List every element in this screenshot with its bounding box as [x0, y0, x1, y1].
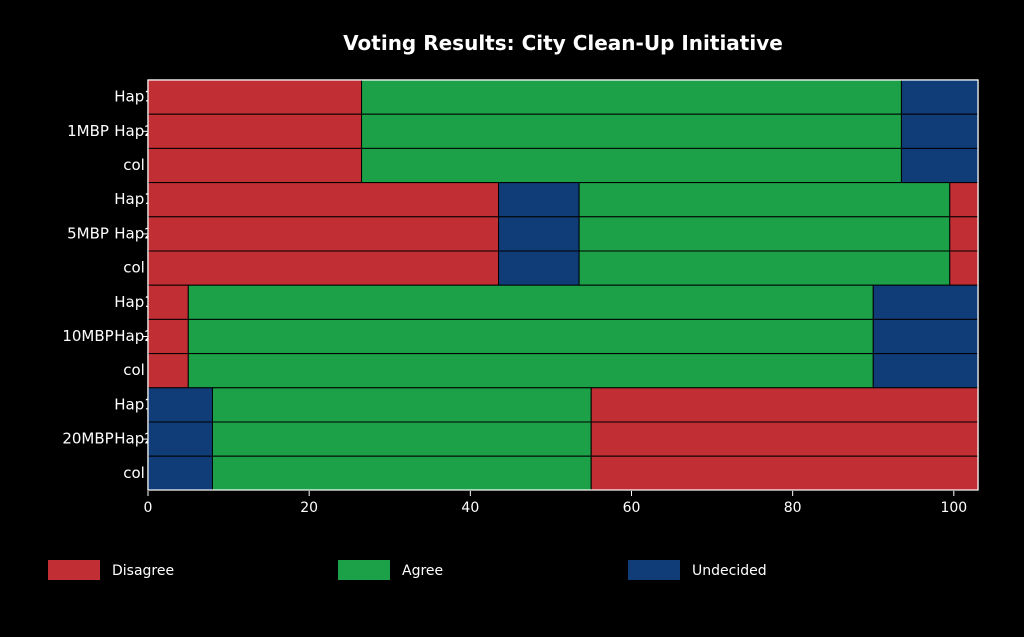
- bar-segment: [148, 114, 362, 148]
- voting-results-chart: Voting Results: City Clean-Up Initiative…: [0, 0, 1024, 637]
- bar-segment: [212, 388, 591, 422]
- x-tick-label: 20: [300, 500, 318, 516]
- y-tick-label-group: 10MBP: [62, 327, 113, 345]
- bar-segment: [591, 388, 978, 422]
- chart-title: Voting Results: City Clean-Up Initiative: [343, 31, 783, 55]
- bar-segment: [950, 217, 978, 251]
- bar-segment: [362, 80, 902, 114]
- bar-segment: [148, 183, 499, 217]
- bar-segment: [873, 354, 978, 388]
- bar-segment: [901, 80, 978, 114]
- bar-segment: [148, 319, 188, 353]
- bar-segment: [950, 251, 978, 285]
- bar-segment: [579, 251, 950, 285]
- bar-segment: [950, 183, 978, 217]
- y-tick-label-group: 20MBP: [62, 430, 113, 448]
- legend-label: Agree: [402, 563, 443, 579]
- bar-segment: [188, 354, 873, 388]
- bar-segment: [873, 319, 978, 353]
- bar-segment: [188, 319, 873, 353]
- x-tick-label: 60: [623, 500, 641, 516]
- y-tick-label-sub: col: [123, 259, 145, 277]
- bar-segment: [148, 456, 212, 490]
- legend-label: Disagree: [112, 563, 174, 579]
- y-tick-label-group: 1MBP: [67, 122, 109, 140]
- bar-segment: [901, 114, 978, 148]
- y-tick-label-sub: col: [123, 464, 145, 482]
- bar-segment: [188, 285, 873, 319]
- legend-swatch: [628, 560, 680, 580]
- y-tick-label-sub: col: [123, 156, 145, 174]
- x-tick-label: 0: [144, 500, 153, 516]
- bar-segment: [873, 285, 978, 319]
- legend-label: Undecided: [692, 563, 767, 579]
- bar-segment: [148, 80, 362, 114]
- x-tick-label: 40: [461, 500, 479, 516]
- bar-segment: [148, 388, 212, 422]
- bar-segment: [362, 114, 902, 148]
- bar-segment: [212, 422, 591, 456]
- bar-segment: [212, 456, 591, 490]
- bar-segment: [148, 148, 362, 182]
- bar-segment: [591, 456, 978, 490]
- bar-segment: [362, 148, 902, 182]
- bar-segment: [499, 183, 580, 217]
- bar-segment: [499, 217, 580, 251]
- x-tick-label: 100: [940, 500, 967, 516]
- bar-segment: [148, 354, 188, 388]
- legend-swatch: [338, 560, 390, 580]
- bar-segment: [499, 251, 580, 285]
- legend-swatch: [48, 560, 100, 580]
- x-tick-label: 80: [784, 500, 802, 516]
- y-tick-label-sub: col: [123, 361, 145, 379]
- bar-segment: [148, 217, 499, 251]
- bar-segment: [148, 251, 499, 285]
- bar-segment: [579, 217, 950, 251]
- bar-segment: [591, 422, 978, 456]
- bar-segment: [148, 285, 188, 319]
- bar-segment: [901, 148, 978, 182]
- y-tick-label-group: 5MBP: [67, 224, 109, 242]
- bar-segment: [579, 183, 950, 217]
- bar-segment: [148, 422, 212, 456]
